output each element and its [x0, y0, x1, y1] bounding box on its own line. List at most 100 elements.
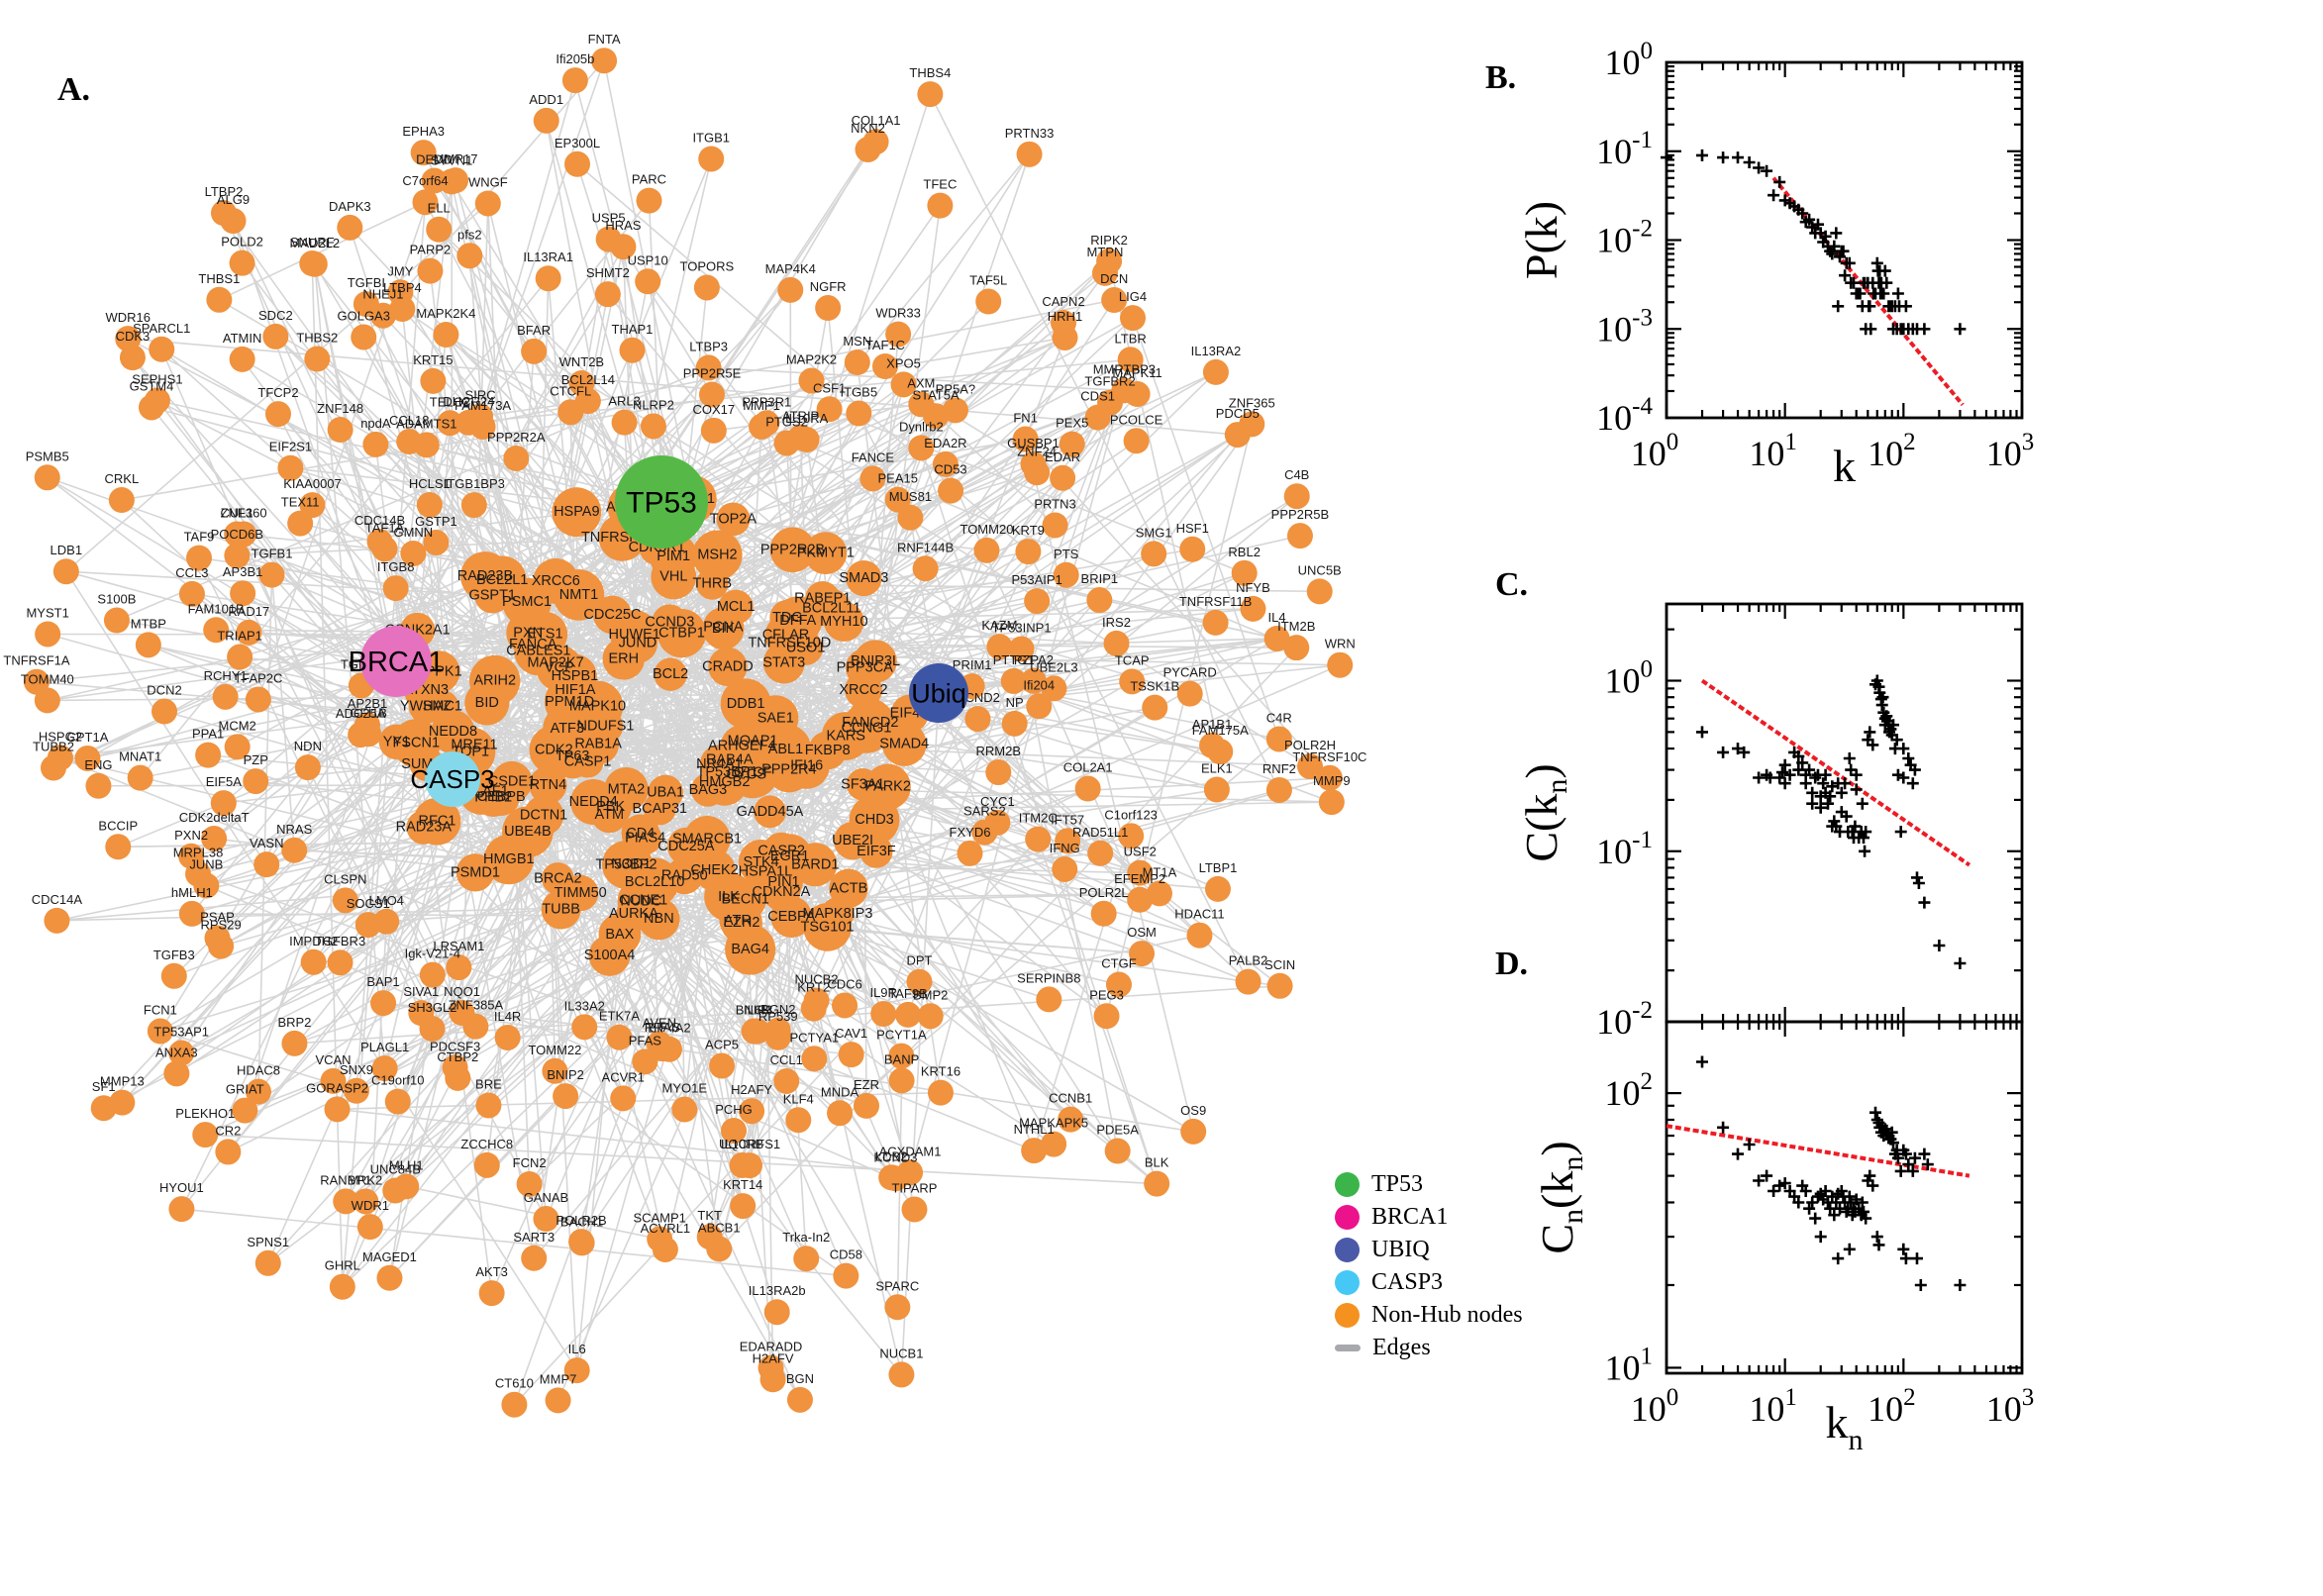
plot-frame	[1665, 1020, 2024, 1375]
network-node	[231, 521, 257, 548]
network-node	[700, 417, 727, 444]
network-node-label: CDC25A	[657, 839, 715, 854]
network-node-label: HUWE1	[609, 627, 660, 643]
network-node-label: IFT57	[1051, 812, 1084, 827]
network-node-label: NR4A1	[696, 756, 743, 772]
network-node	[1036, 986, 1062, 1013]
network-node	[230, 580, 256, 607]
network-node-label: ARIH2	[473, 673, 516, 689]
network-node	[698, 381, 725, 408]
network-node-label: RANBP1	[320, 1172, 371, 1187]
network-node-label: BCL2L1	[476, 572, 528, 588]
network-node	[1144, 1170, 1170, 1197]
network-edge	[896, 1080, 903, 1308]
network-node-label: PTS	[1054, 547, 1079, 561]
network-node-label: RNF2	[1262, 761, 1296, 776]
network-node	[1327, 651, 1354, 678]
network-edge	[160, 349, 556, 582]
network-node-label: UBE2L3	[1030, 659, 1077, 674]
network-edge	[660, 501, 1108, 1017]
network-node	[34, 464, 60, 491]
plot-frame	[1665, 60, 2024, 420]
network-edge	[364, 934, 621, 1202]
network-node-label: CTBP2	[437, 1049, 478, 1064]
hub-node-label-BRCA1: BRCA1	[349, 647, 445, 678]
network-node	[442, 1054, 468, 1081]
hub-node-BRCA1	[360, 626, 432, 697]
network-edge	[829, 408, 1245, 574]
network-node	[35, 621, 61, 648]
network-node	[1041, 1131, 1067, 1157]
network-node	[671, 1096, 698, 1123]
network-node-label: CD58	[830, 1247, 862, 1262]
network-node-label: MAPK8IP3	[802, 906, 872, 922]
network-edge	[1024, 439, 1194, 1133]
network-node-label: BRE	[475, 1076, 502, 1091]
network-node-label: NDUFS1	[576, 719, 634, 735]
network-node	[408, 1000, 435, 1027]
network-node	[34, 687, 60, 714]
network-node-label: KRT14	[723, 1177, 762, 1192]
network-node-label: SNURF	[290, 235, 335, 249]
network-node	[1117, 347, 1144, 373]
network-node-label: DCN2	[147, 683, 181, 698]
network-node	[371, 1055, 398, 1082]
network-node-label: TAF9B	[888, 986, 928, 1001]
network-node-label: CHD3	[855, 812, 893, 828]
network-node-label: SF1	[92, 1079, 116, 1094]
network-node-label: TGFBR2	[1084, 374, 1135, 389]
network-node	[859, 465, 886, 492]
network-edge	[116, 366, 709, 622]
network-node-label: WNT2B	[559, 354, 605, 369]
network-node-label: TDG	[772, 610, 803, 626]
network-node	[1021, 1138, 1048, 1164]
network-node	[178, 843, 205, 869]
network-node-label: MMP17	[434, 151, 478, 166]
network-node-label: SMAD3	[839, 570, 888, 586]
network-node	[533, 107, 559, 134]
network-node-label: YY1	[383, 734, 410, 749]
network-node-label: ZNF24	[1017, 444, 1057, 458]
network-node-label: PCYT1A	[876, 1028, 927, 1043]
network-node-label: IL33A2	[564, 998, 605, 1013]
network-node	[763, 1299, 790, 1326]
network-node-label: RABEP1	[794, 591, 851, 607]
network-node-label: DCTN1	[520, 808, 567, 824]
network-node-label: DCN	[1100, 271, 1128, 286]
network-node-label: CRKL	[105, 471, 140, 486]
scatter-points	[1696, 1055, 1967, 1291]
network-node	[258, 561, 285, 588]
network-node	[1052, 855, 1078, 882]
network-node-label: TGFBR3	[315, 934, 365, 948]
network-node-label: NEDD8	[429, 724, 477, 740]
tick-label: 10-3	[1596, 304, 1653, 349]
network-node	[844, 349, 870, 376]
network-node	[494, 1024, 521, 1050]
network-node-label: BGN	[786, 1371, 814, 1386]
network-node-label: TELO2	[430, 394, 470, 409]
network-edge	[159, 647, 807, 1033]
network-node	[649, 1036, 675, 1062]
network-edge	[575, 289, 791, 513]
network-node-label: CDC14B	[354, 513, 405, 528]
network-node	[764, 1017, 791, 1044]
network-node-label: EGR1	[770, 848, 810, 864]
network-node	[719, 902, 757, 940]
network-node-label: PARP2	[410, 243, 452, 257]
network-node-label: BCL2L11	[802, 600, 860, 616]
network-node	[543, 704, 592, 753]
network-node-label: LTBP3	[689, 339, 728, 353]
network-node-label: AVEN	[643, 1015, 676, 1030]
network-node-label: AP2B1	[348, 696, 387, 711]
network-node-label: LDB2	[875, 1148, 908, 1163]
network-node-label: STK4	[743, 854, 778, 870]
network-node-label: THBS1	[198, 271, 240, 286]
network-node-label: SPARCL1	[133, 321, 190, 336]
network-node	[754, 795, 786, 829]
network-node-label: NTHL1	[1014, 1122, 1055, 1137]
network-node-label: TP53AP1	[153, 1025, 209, 1040]
network-node	[460, 492, 487, 519]
network-node	[692, 530, 743, 580]
network-node	[815, 295, 842, 322]
x-axis-title: kn	[1826, 1397, 1864, 1456]
